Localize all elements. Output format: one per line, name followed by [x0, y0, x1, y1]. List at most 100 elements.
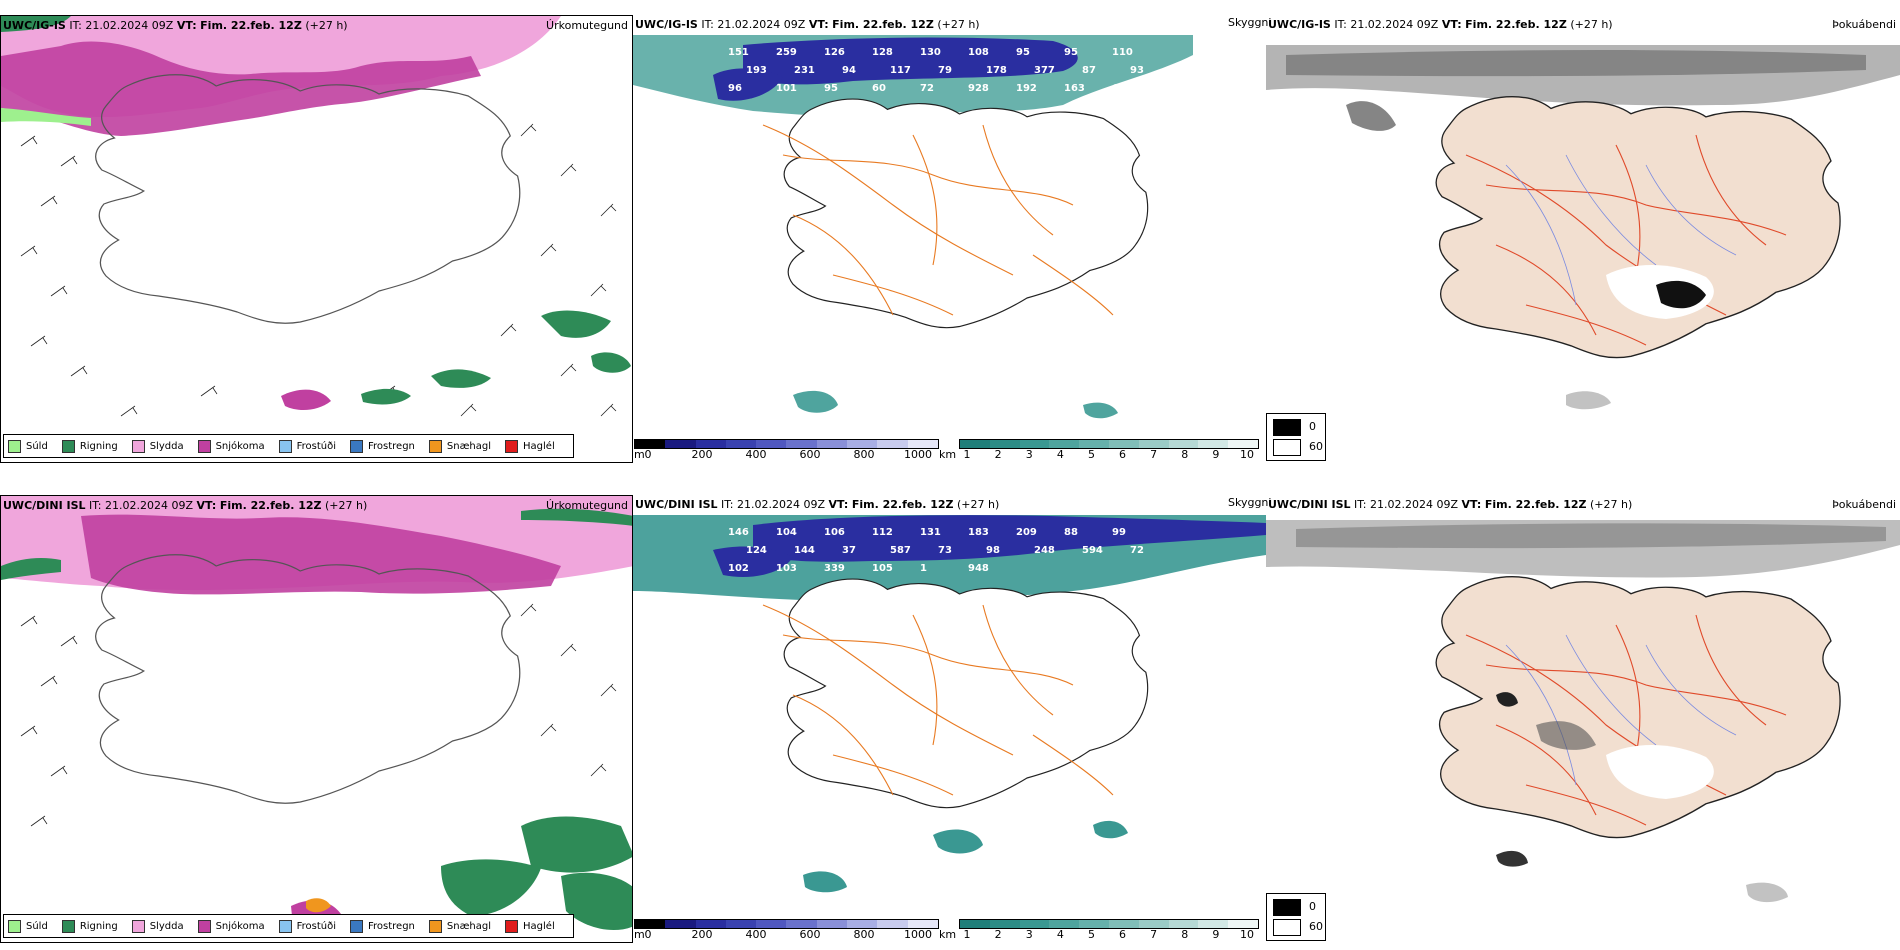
legend-swatch [505, 439, 519, 453]
legend-swatch [278, 919, 292, 933]
ceiling-label: 248 [1034, 545, 1055, 556]
panel-header: UWC/DINI ISL IT: 21.02.2024 09Z VT: Fim.… [1268, 498, 1633, 511]
visibility-tick-label: 10 [1240, 448, 1254, 461]
ceiling-label: 163 [1064, 83, 1085, 94]
panel-header: UWC/IG-IS IT: 21.02.2024 09Z VT: Fim. 22… [635, 18, 980, 31]
visibility-tick-label: 5 [1087, 448, 1095, 461]
ceiling-label: 146 [728, 527, 749, 538]
legend-item: Snæhagl [428, 439, 492, 453]
legend-label: Frostúði [296, 920, 336, 932]
ceiling-label: 192 [1016, 83, 1037, 94]
panel-title: Úrkomutegund [546, 499, 628, 512]
ceiling-label: 102 [728, 563, 749, 574]
ceiling-label: 101 [776, 83, 797, 94]
ceiling-label: 193 [746, 65, 767, 76]
ceiling-label: 72 [1130, 545, 1144, 556]
legend-label: Snjókoma [215, 440, 265, 452]
height-tick-label: 200 [691, 928, 713, 941]
ceiling-label: 63 [1112, 83, 1126, 94]
ceiling-label: 131 [920, 527, 941, 538]
legend-label: Slydda [149, 440, 184, 452]
legend-swatch [8, 919, 21, 933]
ceiling-label: 108 [968, 47, 989, 58]
ceiling-label: 87 [1082, 65, 1096, 76]
legend-label: Rigning [79, 440, 118, 452]
legend-label: Haglél [523, 920, 555, 932]
ceiling-label: 178 [986, 65, 1007, 76]
height-tick-label: 0 [644, 928, 652, 941]
ceiling-label: 130 [920, 47, 941, 58]
panel-title: Þokuábendi [1832, 18, 1896, 31]
legend-item: Súld [8, 439, 48, 453]
legend-label: Snjókoma [215, 920, 265, 932]
visibility-title-row2: Skyggni [1228, 496, 1272, 509]
ceiling-label: 73 [938, 545, 952, 556]
height-colorbar: m 0 200 400 600 800 1000 [634, 919, 939, 941]
legend-label: Frostregn [368, 440, 415, 452]
ceiling-label: 60 [872, 83, 886, 94]
legend-swatch [131, 439, 145, 453]
ceiling-label: 88 [1064, 527, 1078, 538]
visibility-tick-label: 5 [1087, 928, 1095, 941]
legend-swatch [131, 919, 145, 933]
height-unit: m [634, 928, 645, 941]
height-tick-label: 800 [853, 928, 875, 941]
legend-swatch [428, 439, 442, 453]
height-tick-label: 600 [799, 928, 821, 941]
legend-label: Frostregn [368, 920, 415, 932]
fog-map-row2 [1266, 495, 1900, 943]
legend-swatch [8, 439, 21, 453]
legend-label: Haglél [523, 440, 555, 452]
height-unit: m [634, 448, 645, 461]
ceiling-label: 126 [824, 47, 845, 58]
legend-item: Frostregn [350, 919, 415, 933]
legend-item: Snjókoma [197, 439, 265, 453]
legend-item: Haglél [505, 439, 555, 453]
panel-header: UWC/DINI ISL IT: 21.02.2024 09Z VT: Fim.… [635, 498, 1000, 511]
legend-item: Snæhagl [428, 919, 491, 933]
visibility-map-panel-row1: 151 259 126 128 130 108 95 95 110 193 231 94 117 79 17… [633, 15, 1266, 463]
visibility-colorbar: km 1 2 3 4 5 6 7 8 9 10 [939, 439, 1259, 461]
ceiling-label: 587 [890, 545, 911, 556]
legend-swatch [505, 919, 519, 933]
ceiling-label: 99 [1112, 527, 1126, 538]
ceiling-label: 928 [968, 83, 989, 94]
ceiling-label: 72 [920, 83, 934, 94]
ceiling-label: 105 [872, 563, 893, 574]
legend-label: Snæhagl [446, 440, 492, 452]
ceiling-label: 112 [872, 527, 893, 538]
fog-legend-row2: 0 60 [1266, 893, 1326, 941]
visibility-colorbar: km 1 2 3 4 5 6 7 8 9 10 [939, 919, 1259, 941]
visibility-tick-label: 1 [963, 928, 971, 941]
height-tick-label: 600 [799, 448, 821, 461]
ceiling-label: 94 [842, 65, 856, 76]
legend-label: Frostúði [296, 440, 336, 452]
fog-legend-row1: 0 60 [1266, 413, 1326, 461]
ceiling-label: 95 [1016, 47, 1030, 58]
visibility-tick-label: 7 [1150, 448, 1158, 461]
visibility-tick-label: 10 [1240, 928, 1254, 941]
legend-swatch [350, 439, 363, 453]
ceiling-label: 104 [776, 527, 797, 538]
ceiling-label: 98 [986, 545, 1000, 556]
legend-swatch [197, 919, 211, 933]
ceiling-label: 231 [794, 65, 815, 76]
ceiling-label: 93 [1130, 65, 1144, 76]
legend-item: Haglél [505, 919, 555, 933]
height-tick-label: 1000 [904, 928, 932, 941]
legend-swatch [428, 919, 442, 933]
legend-label: Rigning [79, 920, 118, 932]
visibility-tick-label: 3 [1025, 928, 1033, 941]
visibility-tick-label: 9 [1212, 928, 1220, 941]
ceiling-label: 339 [824, 563, 845, 574]
panel-header: UWC/IG-IS IT: 21.02.2024 09Z VT: Fim. 22… [3, 19, 348, 32]
legend-item: Frostregn [350, 439, 415, 453]
legend-item: Rigning [61, 439, 118, 453]
visibility-colorbar-strip [959, 919, 1259, 929]
ceiling-label: 144 [794, 545, 815, 556]
visibility-tick-label: 1 [963, 448, 971, 461]
visibility-colorbar-strip [959, 439, 1259, 449]
visibility-tick-label: 6 [1119, 928, 1127, 941]
ceiling-label: 259 [776, 47, 797, 58]
fog-map-panel-row2: UWC/DINI ISL IT: 21.02.2024 09Z VT: Fim.… [1266, 495, 1900, 943]
